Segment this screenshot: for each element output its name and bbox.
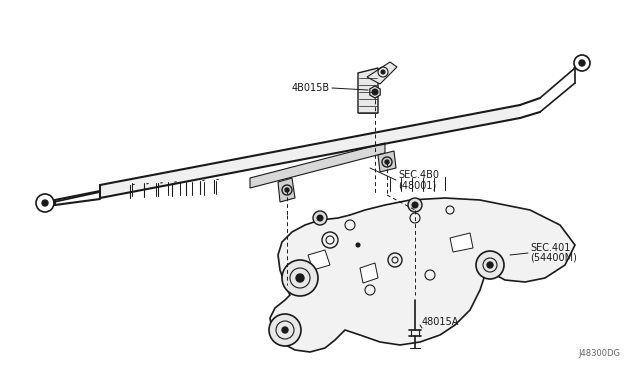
- Polygon shape: [450, 233, 473, 252]
- Text: SEC.4B0: SEC.4B0: [398, 170, 439, 180]
- Polygon shape: [358, 68, 378, 113]
- Circle shape: [282, 260, 318, 296]
- Polygon shape: [378, 151, 396, 172]
- Polygon shape: [370, 86, 380, 98]
- Circle shape: [372, 89, 378, 95]
- Text: (54400M): (54400M): [530, 253, 577, 263]
- Text: (48001): (48001): [398, 180, 436, 190]
- Text: J48300DG: J48300DG: [578, 349, 620, 358]
- Circle shape: [381, 70, 385, 74]
- Circle shape: [317, 215, 323, 221]
- Text: SEC.401: SEC.401: [530, 243, 570, 253]
- Circle shape: [282, 327, 288, 333]
- Circle shape: [42, 200, 48, 206]
- Circle shape: [408, 198, 422, 212]
- Polygon shape: [278, 178, 295, 202]
- Circle shape: [476, 251, 504, 279]
- Polygon shape: [270, 198, 575, 352]
- Polygon shape: [360, 263, 378, 283]
- Polygon shape: [308, 250, 330, 270]
- Circle shape: [313, 211, 327, 225]
- Circle shape: [412, 202, 418, 208]
- Circle shape: [356, 243, 360, 247]
- Polygon shape: [367, 62, 397, 84]
- Circle shape: [487, 262, 493, 268]
- Circle shape: [385, 160, 389, 164]
- Text: 4B015B: 4B015B: [292, 83, 330, 93]
- Circle shape: [579, 60, 585, 66]
- Circle shape: [296, 274, 304, 282]
- Text: 48015A: 48015A: [422, 317, 460, 327]
- Circle shape: [269, 314, 301, 346]
- Polygon shape: [250, 143, 385, 188]
- Circle shape: [285, 188, 289, 192]
- Polygon shape: [100, 105, 520, 198]
